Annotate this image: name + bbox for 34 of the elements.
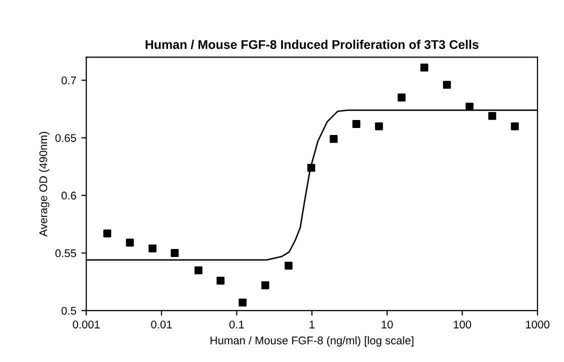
x-tick-label: 1 [310,320,314,328]
y-tick-label: 0.7 [62,76,76,84]
x-tick-label: 0.01 [151,320,172,328]
x-tick-label: 1000 [526,320,550,328]
point [103,229,112,238]
point [170,249,179,257]
x-axis-title: Human / Mouse FGF-8 (ng/ml) [log scale] [210,336,414,347]
point [330,135,338,143]
chart-title: Human / Mouse FGF-8 Induced Proliferation of 3T3 Cells [146,40,478,50]
point [194,266,202,274]
point [148,244,156,252]
y-tick-label: 0.5 [62,306,76,315]
point [216,276,224,285]
x-tick-label: 10 [382,320,393,328]
point [488,112,496,120]
x-tick-label: 100 [454,320,472,328]
point [284,262,293,270]
x-tick-label: 0.001 [72,320,100,328]
point [352,120,360,128]
y-tick-label: 0.65 [55,134,76,142]
x-tick-label: 0.1 [229,320,244,328]
point [466,102,474,111]
point [238,298,247,306]
point [261,281,270,290]
point [510,122,519,130]
point [420,64,428,72]
y-tick-label: 0.55 [55,249,76,258]
point [307,164,316,172]
y-axis-title: Average OD (490nm) [39,132,50,237]
point [375,122,383,130]
point [126,238,134,247]
y-tick-label: 0.6 [62,192,76,200]
point [442,80,451,89]
point [398,94,406,102]
